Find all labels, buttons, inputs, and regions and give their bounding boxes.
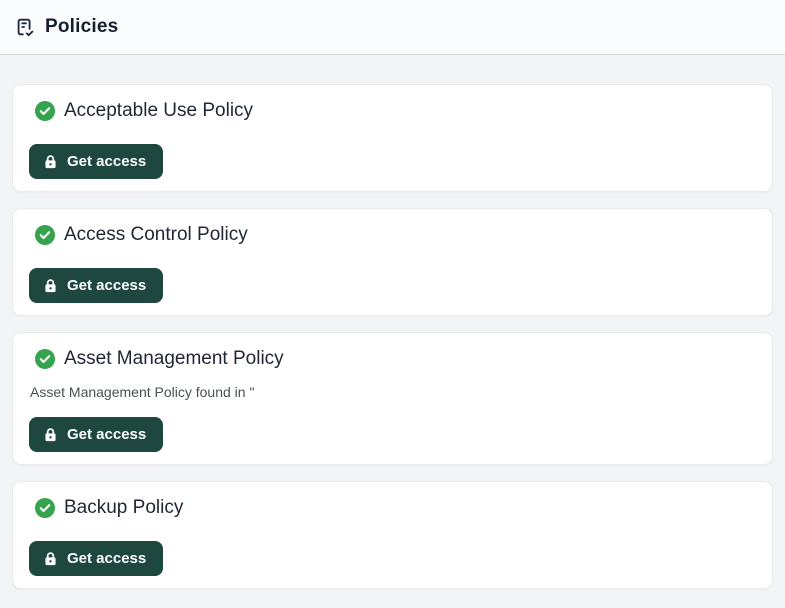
lock-icon [43, 154, 58, 169]
check-circle-icon [35, 349, 55, 369]
get-access-label: Get access [67, 426, 147, 443]
checklist-icon [14, 16, 36, 38]
policy-card-acceptable-use: Acceptable Use Policy Get access [12, 84, 773, 192]
get-access-button[interactable]: Get access [29, 268, 164, 303]
check-circle-icon [35, 498, 55, 518]
card-title-row: Access Control Policy [29, 224, 756, 246]
get-access-button[interactable]: Get access [29, 541, 164, 576]
lock-icon [43, 427, 58, 442]
lock-icon [43, 551, 58, 566]
policy-card-access-control: Access Control Policy Get access [12, 208, 773, 316]
card-title-row: Acceptable Use Policy [29, 100, 756, 122]
policy-card-backup: Backup Policy Get access [12, 481, 773, 589]
check-circle-icon [35, 101, 55, 121]
policy-card-asset-management: Asset Management Policy Asset Management… [12, 332, 773, 465]
get-access-label: Get access [67, 277, 147, 294]
page-header: Policies [0, 0, 785, 55]
policy-title: Backup Policy [64, 497, 184, 518]
get-access-label: Get access [67, 153, 147, 170]
card-title-row: Backup Policy [29, 497, 756, 519]
policy-title: Acceptable Use Policy [64, 100, 254, 121]
card-title-row: Asset Management Policy [29, 348, 756, 370]
policy-description: Asset Management Policy found in " [30, 384, 255, 400]
check-circle-icon [35, 225, 55, 245]
page-title: Policies [45, 16, 119, 37]
policy-title: Asset Management Policy [64, 348, 284, 369]
get-access-button[interactable]: Get access [29, 144, 164, 179]
policy-list: Acceptable Use Policy Get access Access … [0, 55, 785, 589]
get-access-label: Get access [67, 550, 147, 567]
lock-icon [43, 278, 58, 293]
get-access-button[interactable]: Get access [29, 417, 164, 452]
policy-title: Access Control Policy [64, 224, 248, 245]
